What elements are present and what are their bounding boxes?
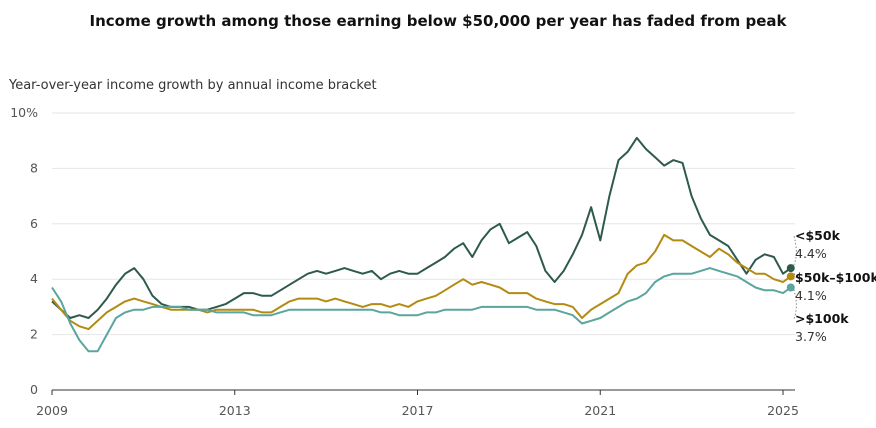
y-tick-label: 0 xyxy=(30,382,38,397)
y-tick-label: 2 xyxy=(30,327,38,342)
y-tick-label: 6 xyxy=(30,216,38,231)
series-value-label: 3.7% xyxy=(795,329,827,344)
y-tick-label: 4 xyxy=(30,271,38,286)
chart-title: Income growth among those earning below … xyxy=(89,12,787,30)
chart-subtitle: Year-over-year income growth by annual i… xyxy=(9,78,377,93)
x-tick-label: 2013 xyxy=(219,403,251,418)
series-end-labels: <$50k 4.4% $50k–$100k 4.1% >$100k 3.7% xyxy=(793,228,876,344)
series-line-0 xyxy=(51,136,792,319)
series-line-1 xyxy=(51,233,792,331)
x-axis: 2009 2013 2017 2021 2025 xyxy=(36,390,799,418)
series-name-label: <$50k xyxy=(795,228,841,243)
x-tick-label: 2021 xyxy=(584,403,616,418)
series-line-2 xyxy=(51,267,792,353)
x-tick-label: 2017 xyxy=(402,403,434,418)
series-value-label: 4.4% xyxy=(795,246,827,261)
series-value-label: 4.1% xyxy=(795,288,827,303)
series-end-point xyxy=(786,272,795,281)
series-name-label: $50k–$100k xyxy=(795,270,876,285)
series-name-label: >$100k xyxy=(795,311,849,326)
series-lines xyxy=(51,136,795,353)
series-end-point xyxy=(786,283,795,292)
y-tick-label: 10% xyxy=(10,105,38,120)
series-end-point xyxy=(786,264,795,273)
x-tick-label: 2025 xyxy=(767,403,799,418)
gridlines xyxy=(52,112,795,391)
label-leader-line xyxy=(793,273,797,279)
y-tick-label: 8 xyxy=(30,160,38,175)
x-tick-label: 2009 xyxy=(36,403,68,418)
y-axis-ticks: 0 2 4 6 8 10% xyxy=(10,105,38,397)
